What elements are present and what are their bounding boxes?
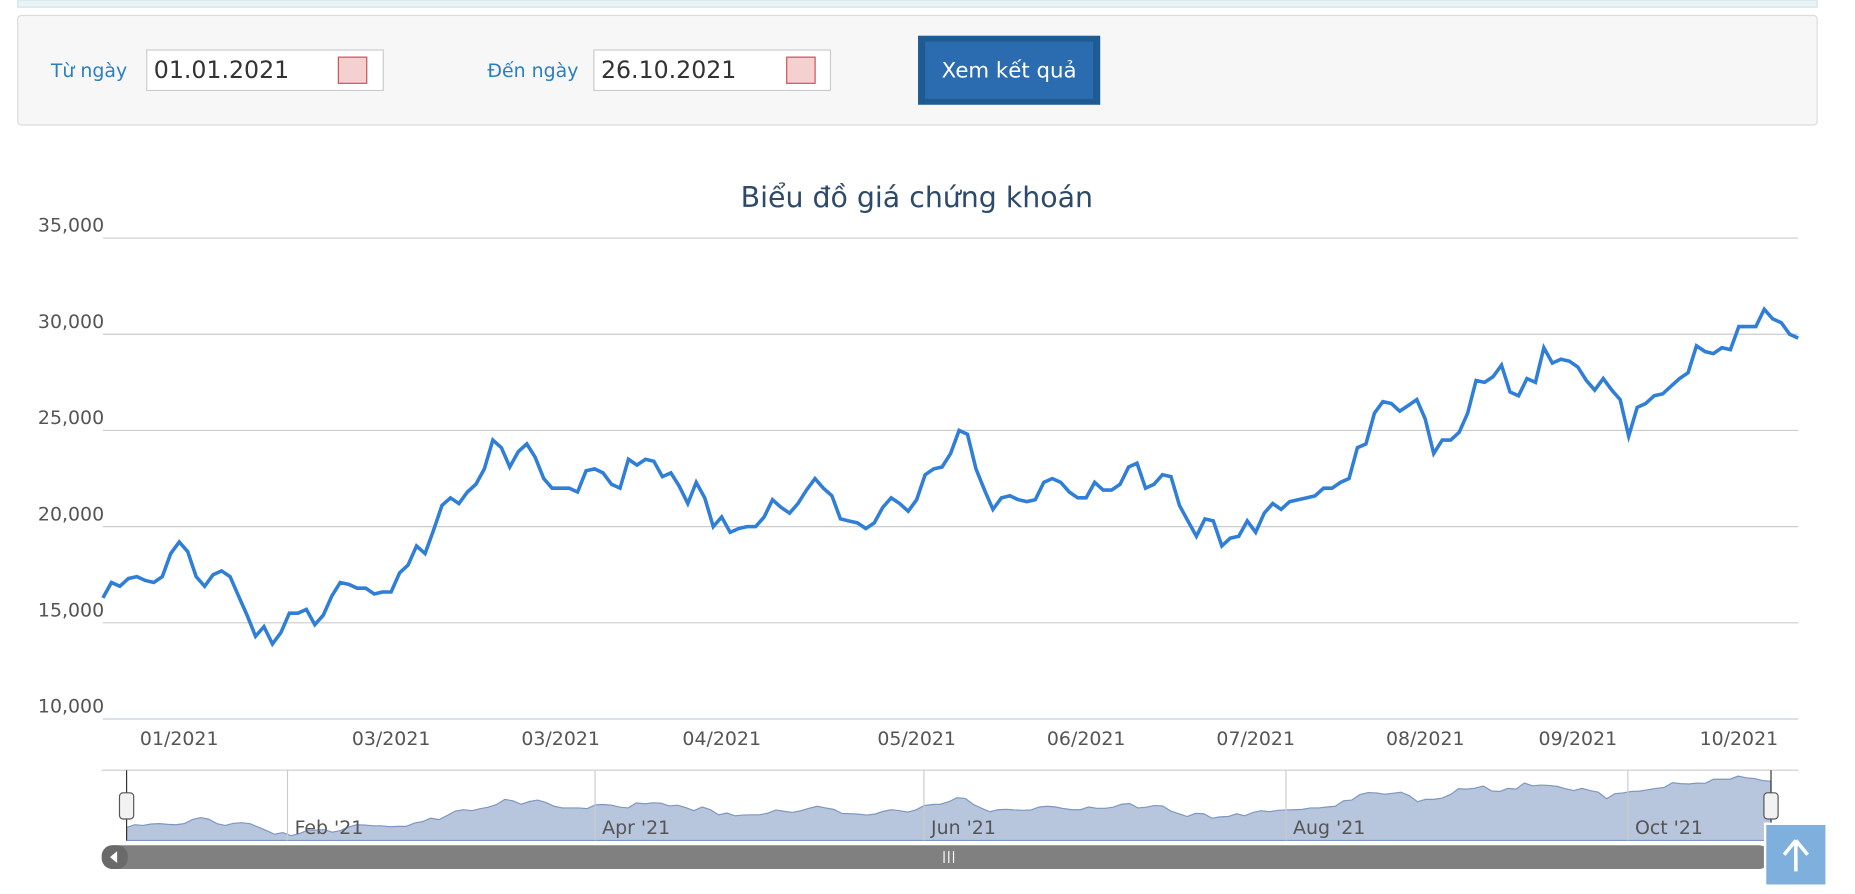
x-tick-label: 03/2021 bbox=[352, 728, 431, 750]
y-tick-label: 30,000 bbox=[38, 311, 104, 333]
x-tick-label: 09/2021 bbox=[1539, 728, 1618, 750]
navigator-label: Oct '21 bbox=[1635, 817, 1703, 839]
up-arrow-icon bbox=[1782, 839, 1810, 872]
filter-panel bbox=[17, 14, 1818, 126]
x-tick-label: 10/2021 bbox=[1700, 728, 1779, 750]
submit-label: Xem kết quả bbox=[942, 58, 1077, 83]
top-strip bbox=[17, 0, 1818, 8]
y-tick-label: 10,000 bbox=[38, 696, 104, 718]
scroll-grip bbox=[943, 851, 955, 864]
navigator-label: Jun '21 bbox=[930, 817, 996, 839]
calendar-icon[interactable] bbox=[337, 56, 368, 84]
x-tick-label: 07/2021 bbox=[1216, 728, 1295, 750]
price-line bbox=[101, 306, 1799, 648]
navigator-label: Aug '21 bbox=[1293, 817, 1365, 839]
to-label: Đến ngày bbox=[487, 60, 578, 82]
arrow-icon bbox=[110, 851, 118, 864]
x-tick-label: 01/2021 bbox=[140, 728, 219, 750]
submit-button-face bbox=[925, 41, 1094, 99]
y-tick-label: 25,000 bbox=[38, 407, 104, 429]
scrollbar[interactable] bbox=[101, 845, 1770, 870]
x-tick-label: 06/2021 bbox=[1047, 728, 1126, 750]
navigator-handle[interactable] bbox=[118, 792, 135, 820]
y-tick-label: 15,000 bbox=[38, 599, 104, 621]
navigator-handle[interactable] bbox=[1763, 792, 1779, 820]
from-label: Từ ngày bbox=[50, 60, 127, 82]
chart-title: Biểu đồ giá chứng khoán bbox=[741, 181, 1093, 214]
x-tick-label: 04/2021 bbox=[682, 728, 761, 750]
x-tick-label: 05/2021 bbox=[877, 728, 956, 750]
navigator-area bbox=[125, 775, 1772, 842]
to-value: 26.10.2021 bbox=[601, 56, 736, 84]
from-value: 01.01.2021 bbox=[154, 56, 289, 84]
navigator-label: Apr '21 bbox=[602, 817, 670, 839]
x-tick-label: 08/2021 bbox=[1386, 728, 1465, 750]
calendar-icon[interactable] bbox=[786, 56, 816, 84]
y-tick-label: 20,000 bbox=[38, 503, 104, 525]
x-tick-label: 03/2021 bbox=[521, 728, 600, 750]
navigator-label: Feb '21 bbox=[295, 817, 364, 839]
navigator[interactable]: Feb '21 Apr '21 Jun '21 Aug '21 Oct '21 bbox=[118, 770, 1779, 842]
y-tick-label: 35,000 bbox=[38, 215, 104, 237]
